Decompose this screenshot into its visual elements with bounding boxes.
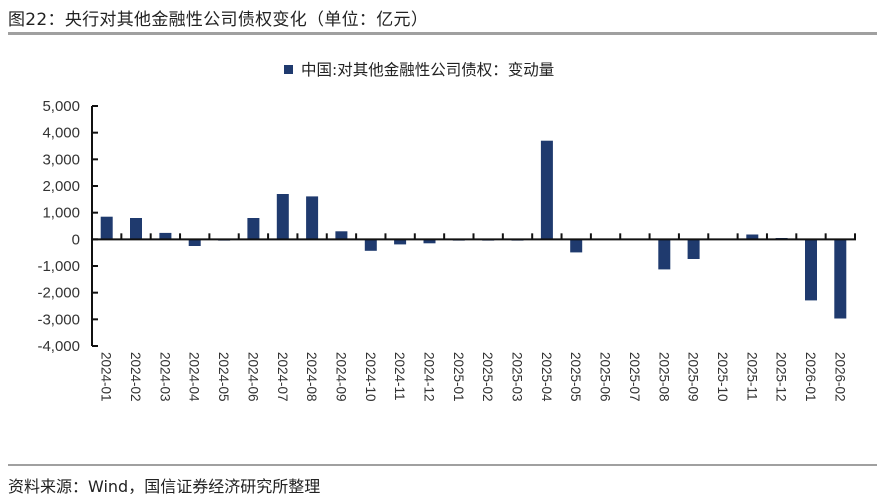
y-tick-label: -2,000 <box>37 285 80 302</box>
bar-2024-04 <box>188 239 201 246</box>
x-tick-label: 2024-12 <box>422 352 437 402</box>
x-tick-label: 2025-06 <box>598 352 613 402</box>
x-tick-label: 2024-08 <box>304 352 319 402</box>
bar-2024-02 <box>130 218 142 240</box>
bar-2025-11 <box>746 234 759 240</box>
bar-2024-08 <box>306 196 319 240</box>
x-tick-label: 2024-05 <box>216 352 231 402</box>
bar-2024-10 <box>364 239 377 251</box>
legend-swatch-icon <box>284 64 293 74</box>
x-tick-label: 2025-10 <box>715 352 730 402</box>
bar-2024-12 <box>423 239 436 244</box>
bar-2025-08 <box>658 239 671 270</box>
x-tick-label: 2024-11 <box>392 352 407 401</box>
bar-chart: 5,000 4,000 3,000 2,000 1,000 0 -1,000 -2,000 -3… <box>37 98 856 402</box>
source-note: 资料来源：Wind，国信证券经济研究所整理 <box>8 477 321 496</box>
x-tick-label: 2025-01 <box>451 352 466 402</box>
figure-title: 图22：央行对其他金融性公司债权变化（单位：亿元） <box>8 10 429 30</box>
title-divider <box>8 32 877 35</box>
bar-2025-09 <box>687 239 700 259</box>
x-tick-label: 2025-07 <box>627 352 642 402</box>
y-tick-label: 1,000 <box>42 205 80 222</box>
x-tick-label: 2024-04 <box>187 352 202 402</box>
footer-divider <box>8 464 877 466</box>
bar-2024-06 <box>247 218 260 240</box>
x-tick-label: 2024-03 <box>157 352 172 402</box>
x-tick-label: 2026-01 <box>803 352 818 402</box>
bar-2025-05 <box>570 239 583 253</box>
x-tick-label: 2025-08 <box>656 352 671 402</box>
y-tick-label: 0 <box>72 231 80 248</box>
y-tick-label: -4,000 <box>37 338 80 355</box>
bar-2026-01 <box>805 239 817 301</box>
bar-2024-07 <box>276 194 289 240</box>
y-tick-label: 4,000 <box>42 125 80 142</box>
x-tick-label: 2024-07 <box>275 352 290 402</box>
y-tick-label: -1,000 <box>37 258 80 275</box>
x-axis-ticks: 2024-01 2024-02 2024-03 2024-04 2024-05 2024-… <box>99 233 856 402</box>
bar-2024-09 <box>335 231 348 240</box>
y-tick-label: 5,000 <box>42 98 80 115</box>
x-tick-label: 2025-12 <box>774 352 789 402</box>
legend-label: 中国:对其他金融性公司债权：变动量 <box>301 61 555 79</box>
x-tick-label: 2025-05 <box>568 352 583 402</box>
x-tick-label: 2024-09 <box>333 352 348 402</box>
x-tick-label: 2026-02 <box>832 352 847 402</box>
x-tick-label: 2024-01 <box>99 352 114 402</box>
bar-2025-04 <box>540 140 553 240</box>
bar-2024-03 <box>159 232 172 240</box>
x-tick-label: 2024-06 <box>245 352 260 402</box>
bars <box>100 140 847 319</box>
y-tick-label: -3,000 <box>37 311 80 328</box>
y-tick-label: 2,000 <box>42 178 80 195</box>
bar-2024-11 <box>394 239 407 245</box>
y-tick-label: 3,000 <box>42 151 80 168</box>
bar-2026-02 <box>834 239 847 319</box>
x-tick-label: 2025-03 <box>510 352 525 402</box>
y-axis-ticks: 5,000 4,000 3,000 2,000 1,000 0 -1,000 -2,000 -3… <box>37 98 98 355</box>
bar-2024-01 <box>100 216 113 240</box>
x-tick-label: 2025-02 <box>480 352 495 402</box>
x-tick-label: 2024-10 <box>363 352 378 402</box>
x-tick-label: 2025-04 <box>539 352 554 402</box>
x-tick-label: 2025-09 <box>686 352 701 402</box>
chart-legend: 中国:对其他金融性公司债权：变动量 <box>284 58 554 80</box>
x-tick-label: 2024-02 <box>128 352 143 402</box>
x-tick-label: 2025-11 <box>744 352 759 401</box>
